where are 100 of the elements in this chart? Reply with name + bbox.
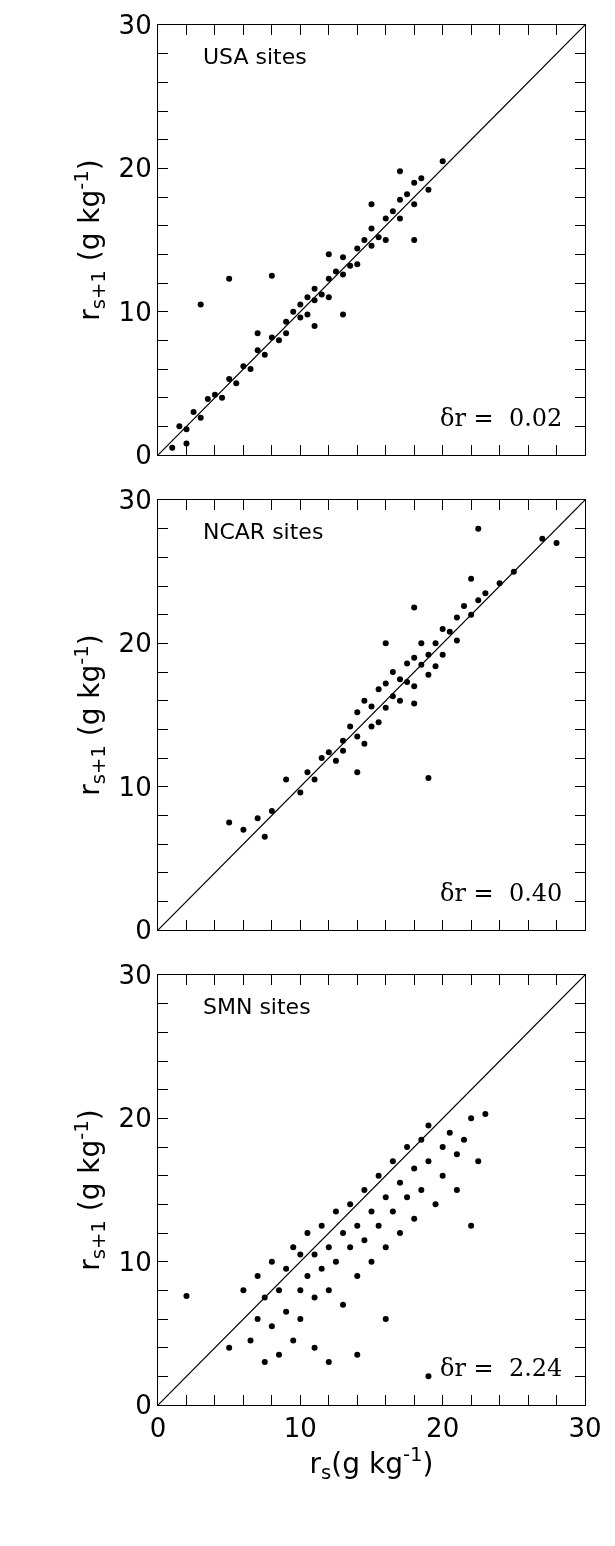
point: [325, 749, 332, 756]
point: [382, 680, 389, 687]
point: [375, 686, 382, 693]
point: [382, 640, 389, 647]
point: [396, 196, 403, 203]
point: [219, 394, 226, 401]
point: [439, 158, 446, 165]
point: [418, 640, 425, 647]
point: [461, 603, 468, 610]
y-tick-label: 10: [118, 771, 152, 802]
annotation: δr = 2.24: [440, 1354, 563, 1382]
x-tick-label: 30: [568, 1413, 602, 1444]
point: [261, 351, 268, 358]
point: [411, 683, 418, 690]
point: [304, 311, 311, 318]
point: [354, 733, 361, 740]
y-tick-label: 30: [118, 485, 152, 516]
point: [340, 271, 347, 278]
point: [446, 628, 453, 635]
point: [233, 380, 240, 387]
point: [340, 747, 347, 754]
y-tick-label: 20: [118, 628, 152, 659]
point: [283, 330, 290, 337]
point: [396, 215, 403, 222]
point: [268, 808, 275, 815]
point: [197, 414, 204, 421]
point: [389, 208, 396, 215]
point: [318, 755, 325, 761]
point: [418, 175, 425, 182]
point: [297, 314, 304, 321]
point: [318, 291, 325, 298]
point: [368, 242, 375, 249]
point: [325, 251, 332, 258]
point: [368, 225, 375, 232]
point: [197, 301, 204, 308]
point: [304, 294, 311, 301]
point: [311, 323, 318, 329]
point: [283, 776, 290, 783]
point: [396, 697, 403, 704]
point: [325, 275, 332, 282]
point: [240, 826, 247, 833]
point: [375, 234, 382, 241]
point: [475, 525, 482, 532]
point: [411, 604, 418, 611]
point: [354, 709, 361, 716]
point: [347, 723, 354, 730]
point: [340, 311, 347, 318]
point: [425, 775, 432, 782]
point: [311, 285, 318, 292]
y-tick-label: 30: [118, 960, 152, 991]
point: [204, 396, 211, 403]
point: [432, 640, 439, 647]
point: [368, 703, 375, 710]
annotation: NCAR sites: [203, 519, 324, 544]
point: [254, 347, 261, 354]
y-tick-label: 0: [135, 1390, 152, 1421]
point: [297, 301, 304, 308]
point: [261, 833, 268, 840]
point: [190, 409, 197, 415]
y-tick-label: 20: [118, 1103, 152, 1134]
annotation: USA sites: [203, 44, 307, 69]
point: [361, 697, 368, 704]
y-tick-label: 10: [118, 296, 152, 327]
point: [275, 337, 282, 344]
point: [396, 676, 403, 683]
y-tick-label: 20: [118, 153, 152, 184]
point: [254, 815, 261, 822]
point: [425, 671, 432, 678]
point: [226, 275, 233, 282]
annotation: δr = 0.02: [440, 404, 563, 432]
point: [226, 376, 233, 383]
point: [361, 740, 368, 747]
point: [254, 330, 261, 337]
point: [439, 626, 446, 632]
point: [382, 704, 389, 711]
y-tick-label: 0: [135, 440, 152, 471]
point: [375, 719, 382, 726]
point: [354, 245, 361, 252]
point: [411, 654, 418, 661]
point: [311, 776, 318, 783]
annotation: SMN sites: [203, 994, 311, 1019]
point: [468, 575, 475, 582]
point: [411, 201, 418, 208]
point: [404, 660, 411, 667]
point: [354, 261, 361, 268]
y-tick-label: 30: [118, 10, 152, 41]
point: [226, 819, 233, 826]
annotation: δr = 0.40: [440, 879, 563, 907]
point: [361, 237, 368, 243]
point: [439, 651, 446, 658]
point: [432, 663, 439, 670]
y-tick-label: 10: [118, 1246, 152, 1277]
point: [411, 237, 418, 243]
point: [347, 262, 354, 269]
x-tick-label: 10: [283, 1413, 317, 1444]
point: [539, 535, 546, 542]
point: [404, 191, 411, 198]
point: [325, 294, 332, 301]
point: [297, 789, 304, 796]
point: [368, 201, 375, 208]
